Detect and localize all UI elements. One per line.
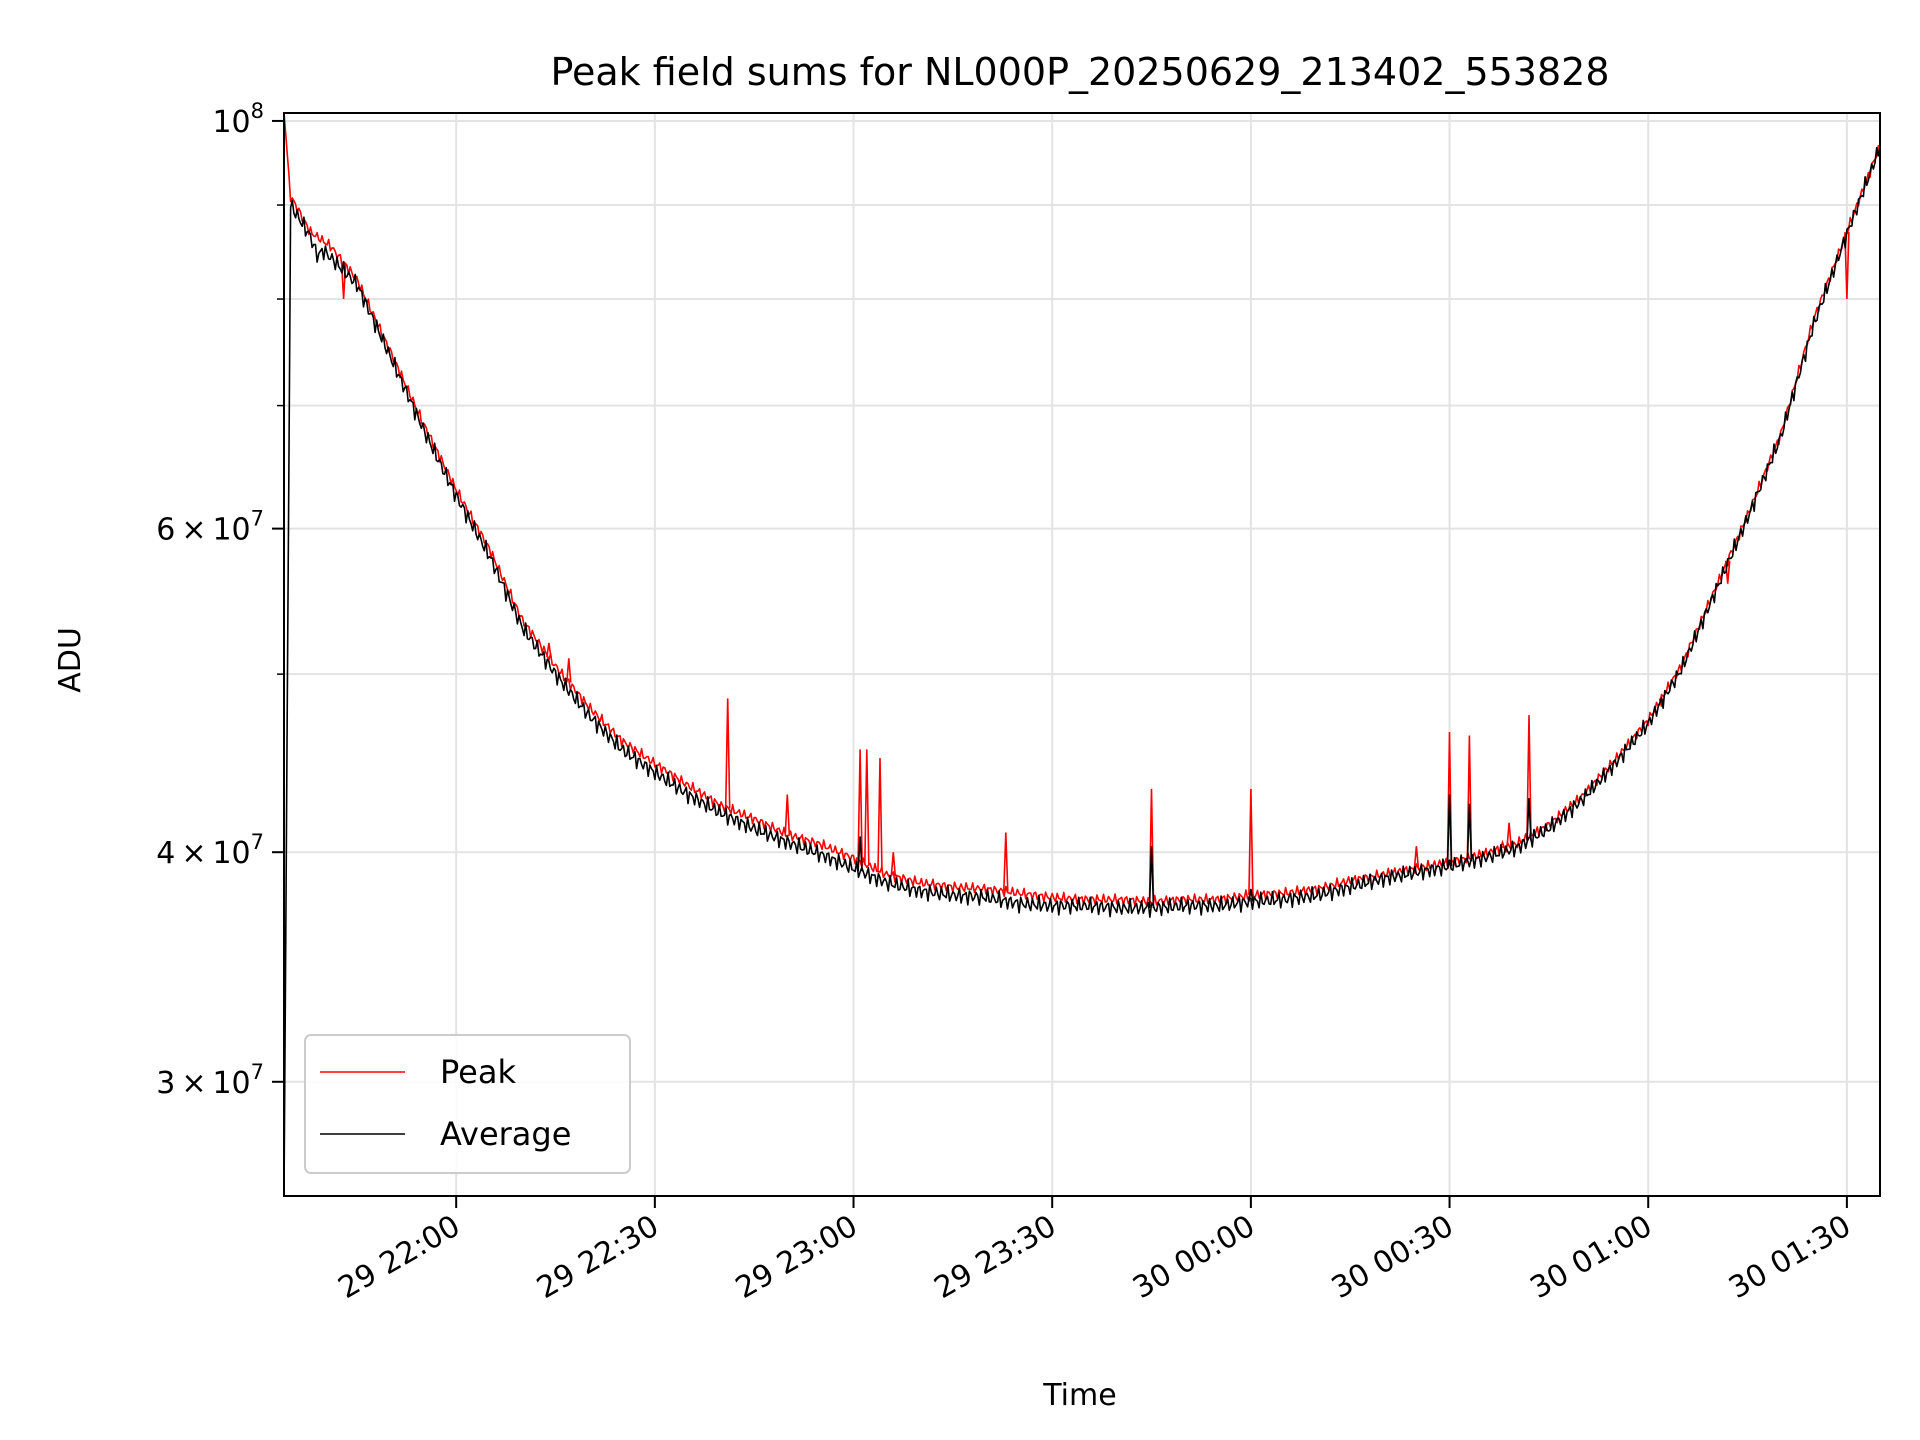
- y-tick-label: 3 × 107: [156, 1060, 264, 1101]
- spike-peak: [890, 852, 897, 877]
- spike-average: [1248, 888, 1254, 902]
- x-tick-label: 29 22:30: [531, 1209, 665, 1306]
- spike-peak: [546, 642, 552, 658]
- spike-peak: [1466, 735, 1473, 858]
- x-tick-label: 30 00:30: [1326, 1209, 1460, 1306]
- spike-peak: [1413, 846, 1420, 869]
- x-tick-label: 30 00:00: [1127, 1209, 1261, 1306]
- x-tick-label: 29 23:00: [730, 1209, 864, 1306]
- spike-peak: [566, 658, 572, 683]
- spike-peak: [784, 794, 791, 835]
- x-tick-label: 29 22:00: [332, 1209, 466, 1306]
- spike-peak: [857, 749, 863, 862]
- spike-average: [1148, 846, 1155, 909]
- y-axis-label: ADU: [53, 627, 88, 693]
- chart-title: Peak field sums for NL000P_20250629_2134…: [550, 50, 1609, 94]
- x-tick-label: 29 23:30: [929, 1209, 1063, 1306]
- spike-peak: [1003, 832, 1009, 892]
- x-tick-label: 30 01:00: [1525, 1209, 1659, 1306]
- y-tick-label: 4 × 107: [156, 830, 264, 871]
- legend: Peak Average: [304, 1034, 631, 1174]
- spike-peak: [724, 698, 731, 809]
- spike-peak: [1844, 232, 1850, 300]
- spike-peak: [877, 758, 883, 872]
- grid: [284, 113, 1880, 1196]
- series-line-peak: [284, 113, 1880, 908]
- legend-label-peak: Peak: [440, 1053, 516, 1091]
- y-axis: 108 6 × 107 4 × 107 3 × 107: [156, 99, 284, 1101]
- x-tick-label: 30 01:30: [1723, 1209, 1857, 1306]
- spike-peak: [1248, 788, 1254, 896]
- spike-average: [1526, 798, 1532, 841]
- legend-box: [304, 1034, 631, 1174]
- y-tick-label: 108: [212, 99, 264, 140]
- spike-peak: [864, 749, 870, 865]
- spike-average: [1466, 803, 1473, 862]
- spike-average: [1446, 794, 1453, 867]
- x-axis: 29 22:00 29 22:30 29 23:00 29 23:30 30 00:00…: [332, 1196, 1857, 1306]
- plot-frame: [283, 112, 1881, 1197]
- spike-average: [857, 836, 863, 872]
- series-layer: [284, 113, 1880, 1196]
- spike-peak: [1526, 715, 1532, 837]
- x-axis-label: Time: [1042, 1378, 1116, 1413]
- legend-label-average: Average: [440, 1115, 571, 1153]
- y-tick-label: 6 × 107: [156, 507, 264, 548]
- spike-peak: [1506, 822, 1512, 847]
- series-line-average: [284, 146, 1880, 1196]
